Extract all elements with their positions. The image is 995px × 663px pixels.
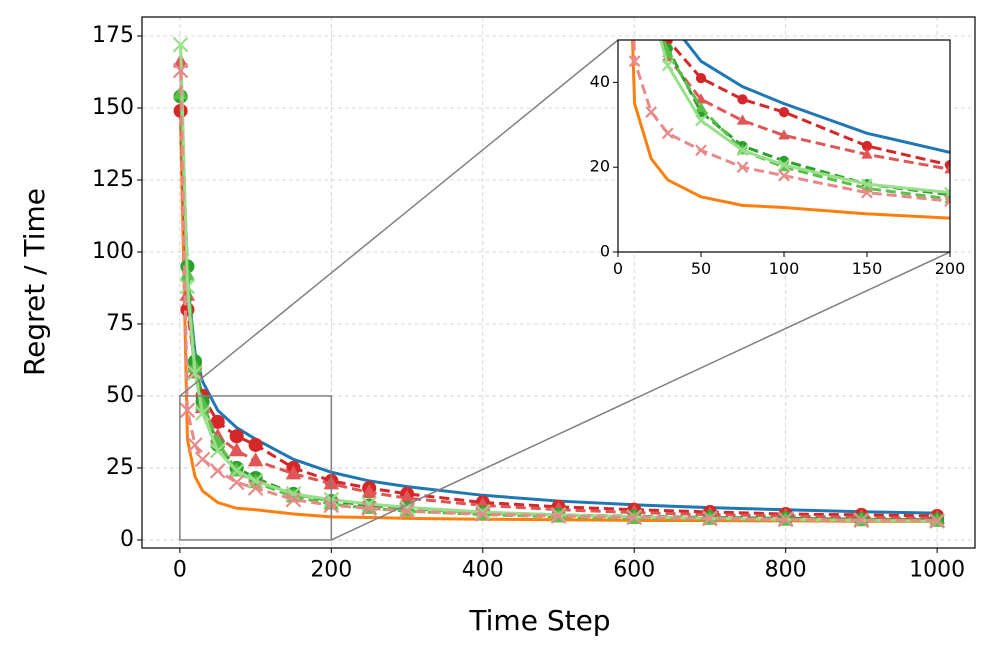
marker	[474, 506, 491, 522]
x-tick-label: 150	[852, 259, 883, 278]
marker	[646, 0, 657, 10]
y-tick-label: 50	[106, 383, 134, 408]
marker	[861, 148, 873, 159]
marker	[929, 512, 945, 529]
marker	[944, 186, 950, 199]
marker	[179, 402, 196, 419]
marker	[187, 437, 203, 453]
marker	[861, 140, 873, 152]
marker	[695, 144, 707, 157]
marker	[645, 106, 658, 118]
x-tick-label: 400	[462, 558, 504, 583]
marker	[628, 55, 641, 68]
marker	[247, 473, 264, 489]
y-tick-label: 0	[120, 527, 134, 552]
marker	[661, 59, 674, 72]
marker	[861, 186, 873, 199]
marker	[778, 169, 790, 182]
plot-area	[628, 0, 950, 220]
marker	[228, 442, 245, 457]
marker	[695, 101, 707, 112]
marker	[285, 491, 302, 508]
y-tick-label: 175	[92, 23, 134, 48]
y-tick-label: 20	[590, 157, 610, 176]
marker	[228, 463, 245, 479]
y-tick-label: 25	[106, 455, 134, 480]
plot-frame	[141, 16, 976, 549]
y-tick-label: 40	[590, 72, 610, 91]
zoom-connector	[179, 39, 619, 397]
x-tick-label: 0	[173, 558, 187, 583]
marker	[229, 429, 244, 444]
marker	[194, 405, 211, 422]
marker	[777, 511, 794, 528]
marker	[944, 163, 950, 174]
series-line	[631, 40, 950, 220]
y-tick-label: 125	[92, 167, 134, 192]
marker	[247, 480, 264, 496]
marker	[702, 510, 718, 527]
x-tick-label: 50	[691, 259, 711, 278]
zoom-connector	[331, 251, 951, 541]
marker	[778, 106, 790, 118]
marker	[646, 0, 657, 2]
marker	[736, 161, 749, 174]
series-line	[659, 40, 950, 195]
marker	[550, 508, 567, 524]
y-axis-label: Regret / Time	[18, 188, 51, 376]
marker	[736, 144, 749, 157]
series-line	[179, 70, 938, 523]
x-axis-label: Time Step	[468, 604, 610, 637]
plot-frame	[617, 39, 951, 253]
marker	[361, 500, 377, 517]
y-tick-label: 0	[600, 242, 610, 261]
marker	[209, 463, 226, 479]
marker	[228, 474, 245, 491]
marker	[737, 94, 748, 105]
marker	[626, 509, 643, 526]
marker	[361, 483, 377, 499]
marker	[179, 278, 196, 295]
marker	[695, 73, 707, 84]
marker	[399, 489, 415, 504]
marker	[861, 178, 873, 191]
marker	[778, 129, 790, 140]
x-tick-label: 800	[765, 558, 807, 583]
marker	[209, 442, 226, 459]
marker	[210, 414, 225, 429]
series-line	[179, 122, 938, 524]
marker	[695, 114, 707, 127]
zoom-box	[179, 395, 333, 541]
marker	[187, 365, 203, 381]
marker	[646, 1, 656, 11]
marker	[474, 504, 491, 520]
y-tick-label: 100	[92, 239, 134, 264]
marker	[172, 62, 189, 79]
y-tick-label: 150	[92, 95, 134, 120]
x-tick-label: 0	[613, 259, 623, 278]
x-tick-label: 200	[310, 558, 352, 583]
x-tick-label: 100	[769, 259, 800, 278]
y-tick-label: 75	[106, 311, 134, 336]
marker	[285, 465, 302, 480]
series-line	[662, 40, 950, 201]
x-tick-label: 1000	[909, 558, 965, 583]
marker	[646, 0, 656, 3]
marker	[247, 452, 264, 467]
plot-background	[618, 40, 950, 252]
marker	[853, 512, 870, 528]
marker	[194, 451, 211, 468]
marker	[194, 396, 211, 411]
marker	[778, 159, 790, 171]
x-tick-label: 200	[935, 259, 966, 278]
marker	[736, 114, 749, 125]
marker	[661, 127, 674, 140]
marker	[248, 437, 263, 452]
marker	[944, 195, 950, 208]
x-tick-label: 600	[613, 558, 655, 583]
marker	[172, 36, 189, 53]
